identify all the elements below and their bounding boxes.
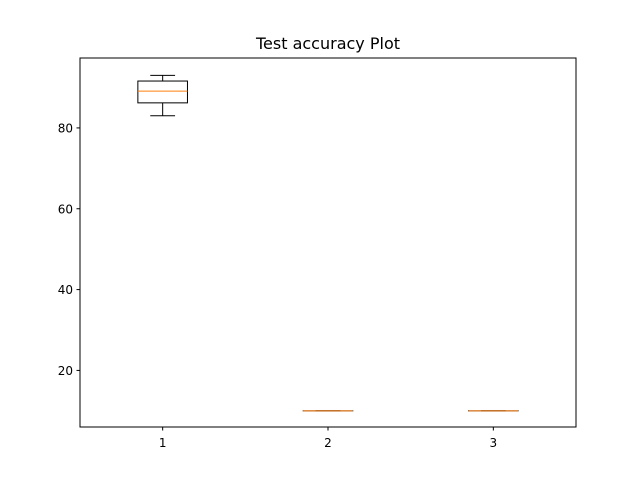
x-tick-label: 2 [324, 436, 332, 450]
chart-title: Test accuracy Plot [255, 34, 400, 53]
y-tick-label: 80 [58, 121, 73, 135]
x-tick-label: 1 [159, 436, 167, 450]
y-tick-label: 20 [58, 364, 73, 378]
y-tick-label: 40 [58, 283, 73, 297]
y-tick-label: 60 [58, 202, 73, 216]
x-tick-label: 3 [490, 436, 498, 450]
